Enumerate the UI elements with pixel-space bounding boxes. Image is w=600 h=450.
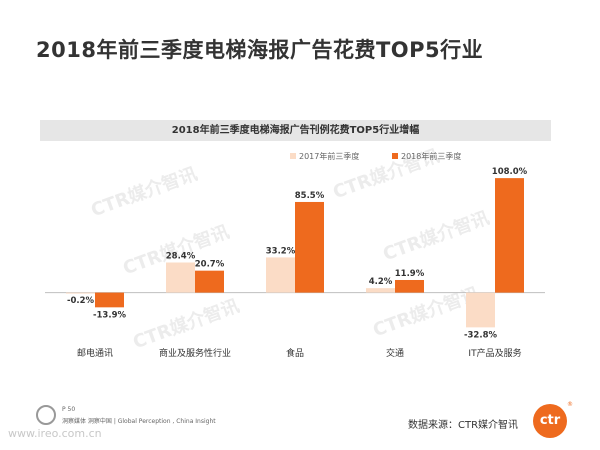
chart-title: 2018年前三季度电梯海报广告刊例花费TOP5行业增幅 xyxy=(40,120,551,141)
legend-label-1: 2018年前三季度 xyxy=(401,151,461,161)
category-label-1: 商业及服务性行业 xyxy=(159,347,231,359)
legend-swatch-1 xyxy=(392,153,398,159)
footer-motto: 洞察媒体 洞察中国 | Global Perception , China In… xyxy=(62,418,216,425)
bar-0-1 xyxy=(166,262,195,293)
data-label-0-1: 28.4% xyxy=(166,251,196,261)
data-label-1-1: 20.7% xyxy=(195,260,225,270)
bar-1-3 xyxy=(395,279,424,293)
data-label-0-3: 4.2% xyxy=(369,277,393,287)
bar-1-1 xyxy=(195,270,224,293)
ctr-logo-icon: ctr xyxy=(533,404,567,438)
category-label-3: 交通 xyxy=(386,347,404,359)
ctr-registered-mark: ® xyxy=(567,401,573,408)
data-label-0-0: -0.2% xyxy=(67,296,95,306)
footer-page-number: P 50 xyxy=(62,406,76,413)
data-label-1-2: 85.5% xyxy=(295,191,325,201)
category-label-4: IT产品及服务 xyxy=(468,347,521,359)
page-title: 2018年前三季度电梯海报广告花费TOP5行业 xyxy=(36,38,484,62)
data-label-0-4: -32.8% xyxy=(464,330,497,340)
data-label-1-3: 11.9% xyxy=(395,269,425,279)
bar-1-0 xyxy=(95,292,124,308)
legend-label-0: 2017年前三季度 xyxy=(299,151,359,161)
bar-1-4 xyxy=(495,178,524,293)
footer-url-watermark: www.ireo.com.cn xyxy=(8,427,102,440)
bar-0-2 xyxy=(266,257,295,293)
data-label-0-2: 33.2% xyxy=(266,246,296,256)
data-label-1-0: -13.9% xyxy=(93,310,126,320)
bar-chart: 2017年前三季度 2018年前三季度 -0.2% -13.9% 邮电通讯 28.4%20… xyxy=(45,151,545,359)
bar-0-4 xyxy=(466,292,495,328)
data-label-1-4: 108.0% xyxy=(492,167,528,177)
bar-1-2 xyxy=(295,201,324,293)
bar-0-3 xyxy=(366,288,395,293)
bar-0-0 xyxy=(66,292,95,294)
footer-seal-icon xyxy=(36,405,56,425)
category-label-2: 食品 xyxy=(286,347,304,359)
data-source: 数据来源：CTR媒介智讯 xyxy=(408,420,519,431)
category-label-0: 邮电通讯 xyxy=(77,347,113,359)
chart-container: 2018年前三季度电梯海报广告刊例花费TOP5行业增幅 2017年前三季度 201… xyxy=(40,120,551,378)
legend-swatch-0 xyxy=(290,153,296,159)
